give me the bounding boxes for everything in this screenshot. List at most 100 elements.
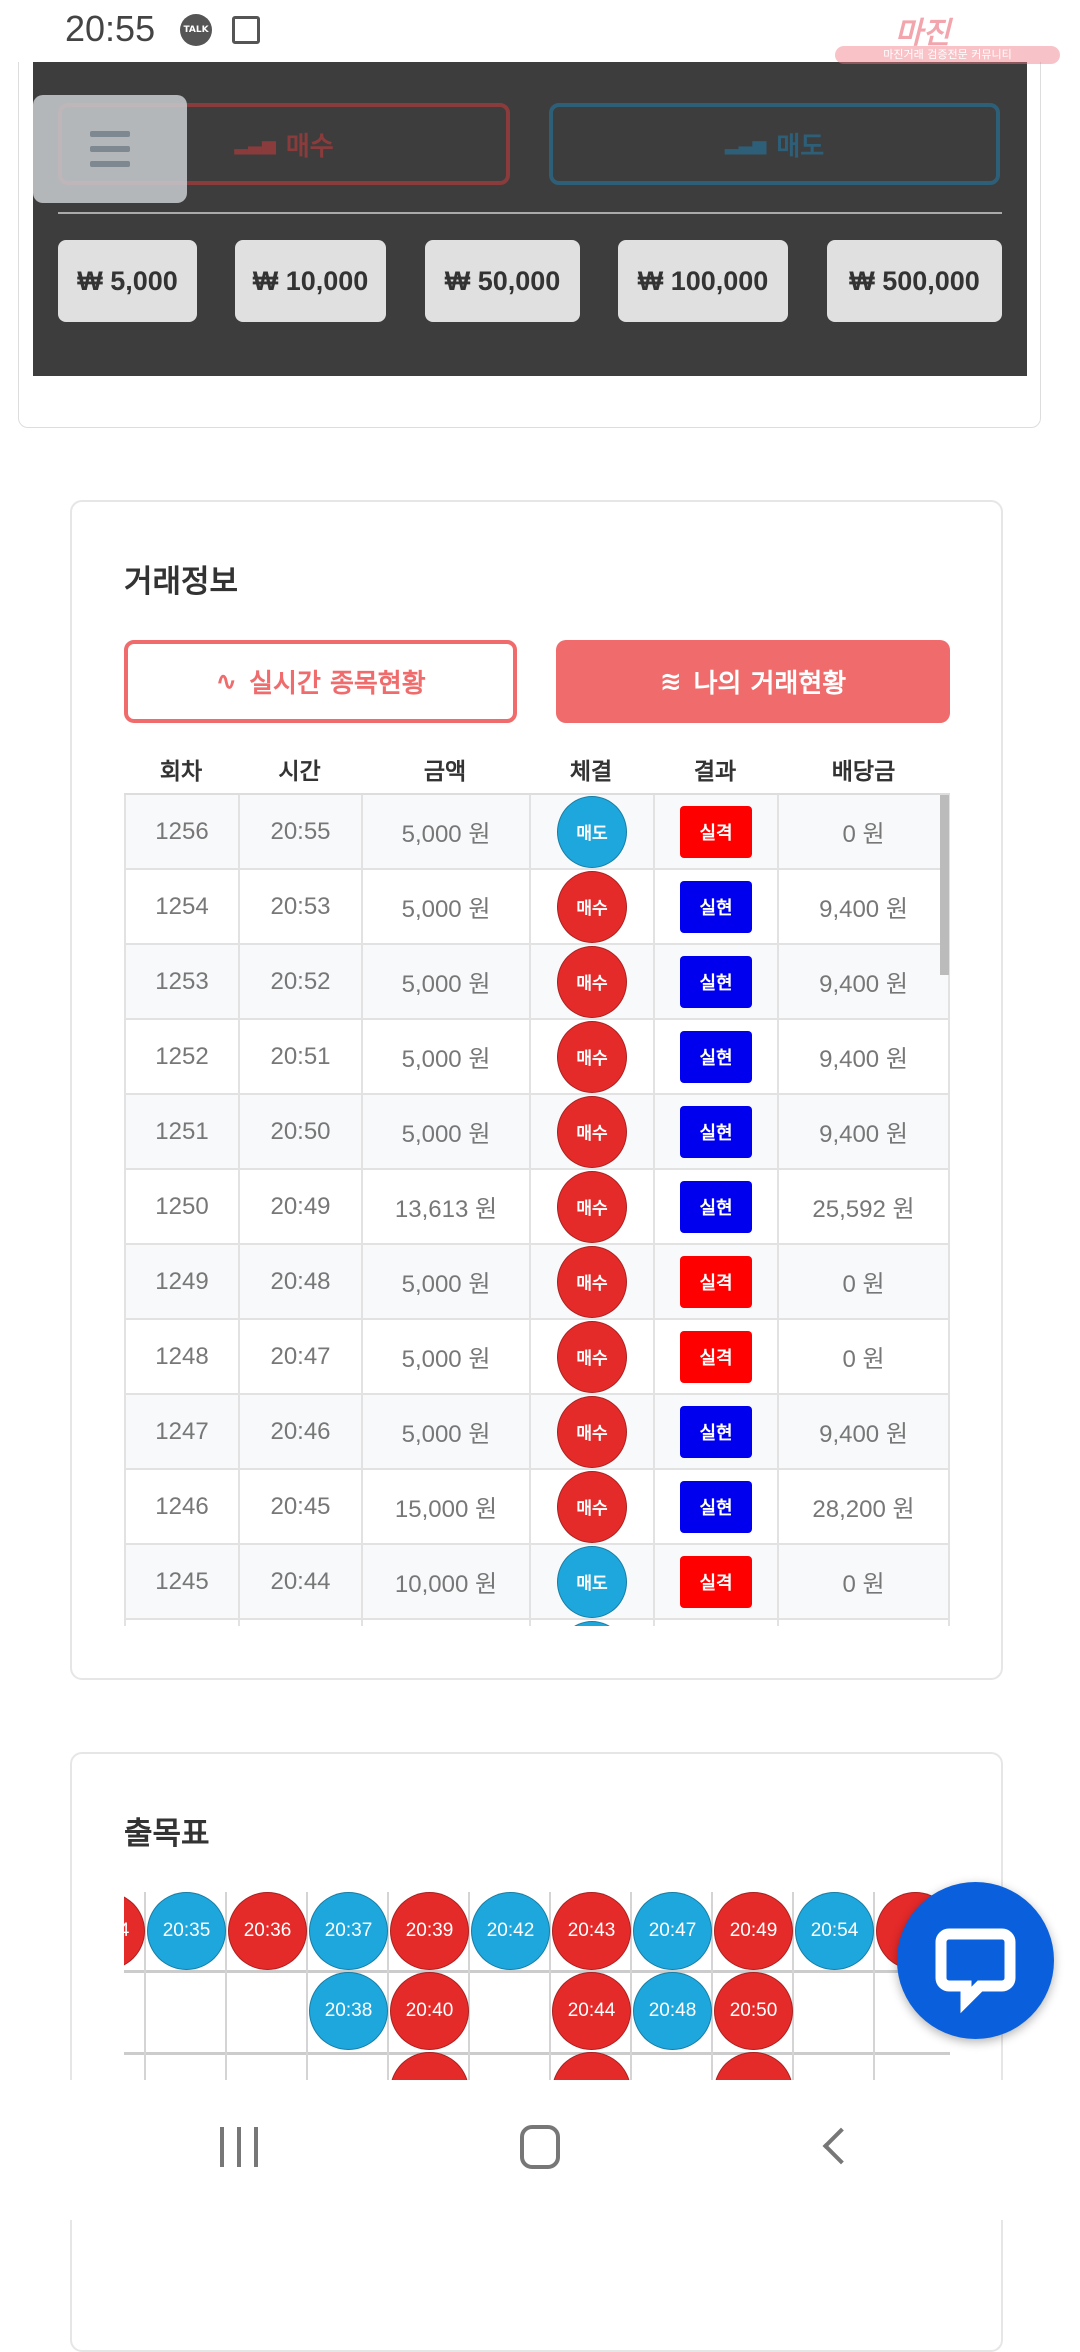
blue-result-marker: 20:54 [795,1892,874,1970]
red-result-marker [552,2052,631,2080]
result-badge: 실현 [680,1480,752,1533]
result-cell: 실현 [653,1395,777,1468]
grid-column: 20:54 [794,1892,875,2080]
amount-cell: 10,000 원 [361,1545,529,1618]
red-result-marker: 20:49 [714,1892,793,1970]
round-cell [124,1620,238,1626]
time-cell: 20:44 [238,1545,361,1618]
result-badge: 실격 [680,1330,752,1383]
grid-column: 20:36 [227,1892,308,2080]
result-cell: 실격 [653,1245,777,1318]
buy-button[interactable]: ▂▃▅ 매수 [58,103,510,185]
round-cell: 1247 [124,1395,238,1468]
result-cell: 실현 [653,1170,777,1243]
result-cell [653,1620,777,1626]
col-time: 시간 [278,759,321,785]
blue-result-marker: 20:37 [309,1892,388,1970]
tab-realtime-status[interactable]: ∿ 실시간 종목현황 [124,640,517,723]
time-cell: 20:48 [238,1245,361,1318]
col-result: 결과 [693,759,737,785]
chat-button[interactable] [897,1882,1054,2039]
tab-label: 나의 거래현황 [693,669,847,699]
result-cell: 실현 [653,1470,777,1543]
time-cell: 20:53 [238,870,361,943]
recent-apps-icon[interactable] [220,2127,258,2167]
gallery-icon [232,16,260,44]
grid-column: 20:37 20:38 [308,1892,389,2080]
execution-cell: 매수 [529,1170,653,1243]
result-badge: 실현 [680,880,752,933]
amount-button-5000[interactable]: ₩ 5,000 [58,240,197,322]
grid-column: 20:35 [146,1892,227,2080]
execution-cell: 매수 [529,1320,653,1393]
table-row: 1252 20:51 5,000 원 매수 실현 9,400 원 [124,1020,950,1095]
watermark-text: 마진거래 검증전문 커뮤니티 [835,46,1060,64]
amount-button-50000[interactable]: ₩ 50,000 [425,240,580,322]
result-cell: 실현 [653,945,777,1018]
table-scrollbar[interactable] [940,795,949,975]
execution-cell: 매수 [529,1020,653,1093]
blue-result-marker: 20:38 [309,1972,388,2050]
amount-button-100000[interactable]: ₩ 100,000 [618,240,788,322]
amount-cell: 5,000 원 [361,945,529,1018]
pulse-icon: ∿ [215,666,238,697]
payout-cell: 0 원 [777,1245,950,1318]
red-result-marker: 20:44 [552,1972,631,2050]
red-result-marker: 20:50 [714,1972,793,2050]
red-result-marker: 20:43 [552,1892,631,1970]
amount-cell [361,1620,529,1626]
hamburger-menu-icon[interactable] [33,95,187,203]
result-badge: 실현 [680,1105,752,1158]
round-cell: 1253 [124,945,238,1018]
buy-marker: 매수 [557,1395,627,1468]
tab-my-trades[interactable]: ≋ 나의 거래현황 [556,640,950,723]
red-result-marker: 20:34 [124,1892,145,1970]
amount-cell: 5,000 원 [361,1020,529,1093]
execution-cell: 매수 [529,870,653,943]
buy-marker: 매수 [557,1245,627,1318]
result-badge: 실격 [680,805,752,858]
buy-marker: 매수 [557,945,627,1018]
payout-cell: 9,400 원 [777,870,950,943]
amount-button-500000[interactable]: ₩ 500,000 [827,240,1002,322]
round-cell: 1246 [124,1470,238,1543]
payout-cell: 0 원 [777,795,950,868]
result-cell: 실격 [653,795,777,868]
round-cell: 1245 [124,1545,238,1618]
amount-cell: 5,000 원 [361,1395,529,1468]
buy-marker: 매수 [557,1320,627,1393]
result-badge: 실현 [680,1030,752,1083]
grid-column: 20:42 [470,1892,551,2080]
result-badge: 실현 [680,1405,752,1458]
table-row: 1253 20:52 5,000 원 매수 실현 9,400 원 [124,945,950,1020]
payout-cell: 28,200 원 [777,1470,950,1543]
execution-cell: 매수 [529,1095,653,1168]
red-result-marker: 20:40 [390,1972,469,2050]
grid-column: 20:49 20:50 [713,1892,794,2080]
sell-button[interactable]: ▂▃▅ 매도 [549,103,1000,185]
status-bar: 20:55 TALK [0,0,1080,62]
result-badge: 실격 [680,1255,752,1308]
time-cell: 20:46 [238,1395,361,1468]
time-cell: 20:55 [238,795,361,868]
result-badge: 실현 [680,955,752,1008]
round-cell: 1252 [124,1020,238,1093]
time-cell [238,1620,361,1626]
home-icon[interactable] [520,2125,560,2169]
kakaotalk-icon: TALK [180,14,212,46]
chat-icon [935,1928,1016,2014]
amount-cell: 5,000 원 [361,1320,529,1393]
table-row: 1245 20:44 10,000 원 매도 실격 0 원 [124,1545,950,1620]
buy-marker: 매수 [557,1170,627,1243]
table-row: 1248 20:47 5,000 원 매수 실격 0 원 [124,1320,950,1395]
grid-column: 20:43 20:44 [551,1892,632,2080]
amount-button-10000[interactable]: ₩ 10,000 [235,240,386,322]
amount-cell: 5,000 원 [361,795,529,868]
grid-column: 20:34 [124,1892,146,2080]
payout-cell: 9,400 원 [777,1020,950,1093]
time-cell: 20:47 [238,1320,361,1393]
sell-marker: 매도 [557,795,627,868]
payout-cell: 0 원 [777,1320,950,1393]
back-icon[interactable] [822,2127,860,2165]
